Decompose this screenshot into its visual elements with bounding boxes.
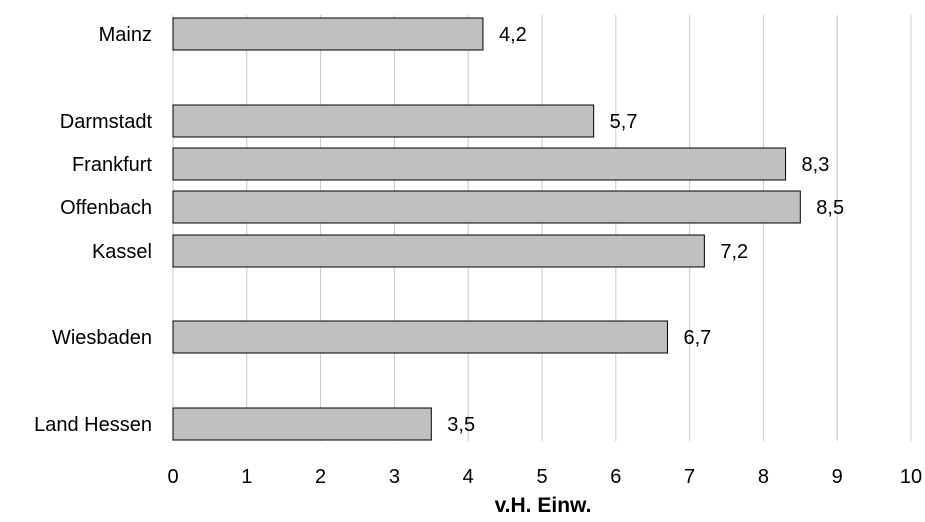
bars (172, 17, 801, 441)
x-tick-label: 10 (900, 466, 922, 488)
bar (172, 407, 432, 441)
bar (172, 190, 801, 224)
x-tick-label: 1 (241, 466, 252, 488)
category-label: Frankfurt (72, 154, 152, 176)
value-label: 8,3 (802, 154, 830, 176)
value-labels: 4,2 5,7 8,3 8,5 7,2 6,7 3,5 (447, 24, 844, 436)
bar (172, 147, 787, 181)
x-tick-label: 0 (167, 466, 178, 488)
category-label: Wiesbaden (52, 327, 152, 349)
x-tick-label: 5 (536, 466, 547, 488)
category-label: Darmstadt (60, 111, 153, 133)
x-tick-label: 2 (315, 466, 326, 488)
bar (172, 17, 484, 51)
category-label: Kassel (92, 241, 152, 263)
value-label: 4,2 (499, 24, 527, 46)
value-label: 8,5 (816, 197, 844, 219)
x-tick-label: 3 (389, 466, 400, 488)
x-tick-label: 8 (758, 466, 769, 488)
category-label: Land Hessen (34, 414, 152, 436)
value-label: 5,7 (610, 111, 638, 133)
x-tick-label: 7 (684, 466, 695, 488)
bar (172, 320, 668, 354)
x-tick-label: 4 (463, 466, 474, 488)
x-tick-labels: 0 1 2 3 4 5 6 7 8 9 10 (167, 466, 922, 488)
value-label: 7,2 (720, 241, 748, 263)
category-label: Offenbach (60, 197, 152, 219)
value-label: 3,5 (447, 414, 475, 436)
value-label: 6,7 (683, 327, 711, 349)
category-label: Mainz (99, 24, 152, 46)
category-labels: Mainz Darmstadt Frankfurt Offenbach Kassel Wi… (34, 24, 152, 436)
x-tick-label: 6 (610, 466, 621, 488)
x-tick-label: 9 (832, 466, 843, 488)
gridlines (172, 15, 912, 441)
bar (172, 104, 595, 138)
bar (172, 234, 705, 268)
x-axis-title: v.H. Einw. (495, 494, 592, 517)
